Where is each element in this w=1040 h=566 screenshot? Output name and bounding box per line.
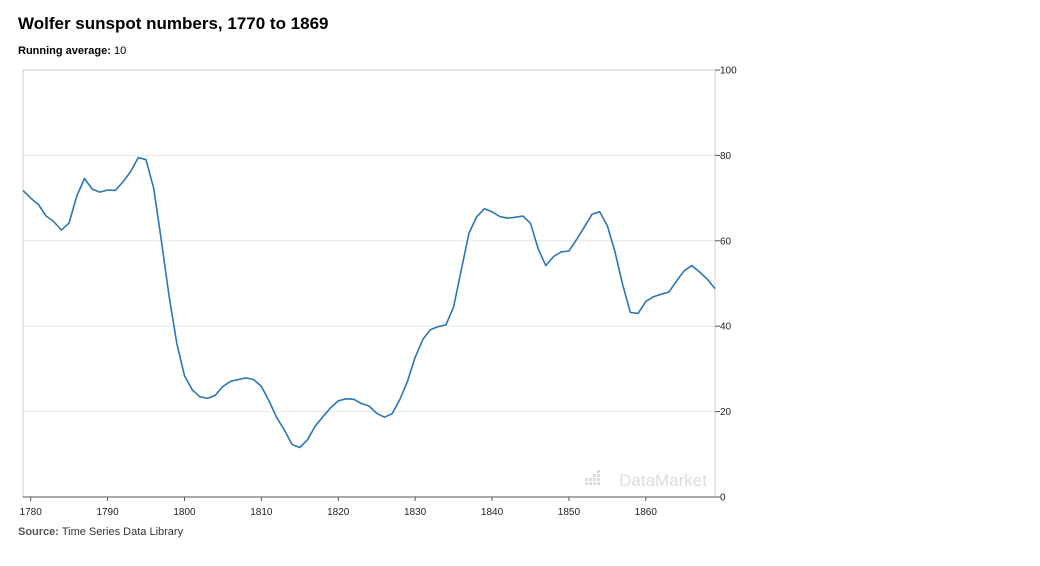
grid-lines bbox=[23, 154, 715, 413]
datamarket-watermark: DataMarket bbox=[619, 471, 707, 490]
y-tick-label: 20 bbox=[720, 407, 732, 418]
source-note: Source: Time Series Data Library bbox=[18, 526, 183, 538]
source-value[interactable]: Time Series Data Library bbox=[61, 526, 184, 538]
y-tick-label: 0 bbox=[720, 493, 726, 504]
x-tick-label: 1840 bbox=[481, 507, 504, 518]
x-tick-label: 1860 bbox=[635, 507, 658, 518]
running-average: Running average: 10 bbox=[18, 45, 126, 57]
chart-title: Wolfer sunspot numbers, 1770 to 1869 bbox=[18, 14, 329, 33]
series-line[interactable] bbox=[22, 156, 716, 449]
datamarket-logo-icon bbox=[585, 470, 600, 485]
x-tick-label: 1810 bbox=[250, 507, 273, 518]
source-label: Source: bbox=[18, 526, 59, 538]
y-tick-label: 80 bbox=[720, 151, 732, 162]
x-tick-label: 1790 bbox=[96, 507, 119, 518]
running-average-label: Running average: bbox=[18, 45, 111, 57]
y-tick-label: 40 bbox=[720, 322, 732, 333]
x-tick-label: 1830 bbox=[404, 507, 427, 518]
x-tick-label: 1800 bbox=[173, 507, 196, 518]
y-tick-label: 60 bbox=[720, 236, 732, 247]
y-tick-label: 100 bbox=[720, 66, 737, 77]
y-axis: 0 20 40 60 80 100 bbox=[715, 66, 737, 504]
x-tick-label: 1780 bbox=[20, 507, 43, 518]
x-axis: 1780 1790 1800 1810 1820 1830 1840 1850 1860 bbox=[20, 496, 715, 518]
plot-frame bbox=[22, 69, 716, 498]
x-tick-label: 1850 bbox=[558, 507, 581, 518]
x-tick-label: 1820 bbox=[327, 507, 350, 518]
running-average-value[interactable]: 10 bbox=[113, 45, 127, 57]
